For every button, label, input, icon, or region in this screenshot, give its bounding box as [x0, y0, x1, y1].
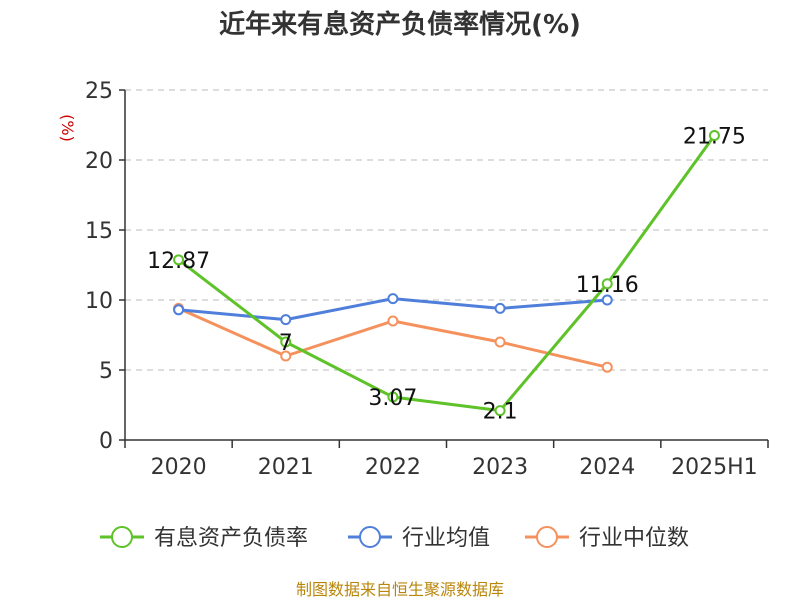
- legend: 有息资产负债率 行业均值 行业中位数: [100, 526, 689, 551]
- grid-lines: [125, 89, 768, 371]
- series-line: [177, 134, 716, 413]
- series-0: [173, 130, 720, 417]
- data-label: 11.16: [576, 273, 639, 298]
- legend-label: 行业中位数: [579, 526, 689, 551]
- data-point: [601, 361, 613, 373]
- y-tick-label: 5: [99, 359, 113, 384]
- y-tick-label: 25: [85, 79, 113, 104]
- chart-title: 近年来有息资产负债率情况(%): [219, 9, 581, 40]
- x-tick-label: 2023: [472, 455, 528, 480]
- data-label: 3.07: [368, 386, 417, 411]
- y-tick-label: 15: [85, 219, 113, 244]
- x-tick-label: 2020: [151, 455, 207, 480]
- data-point: [494, 302, 506, 314]
- data-point: [708, 130, 720, 141]
- data-label: 12.87: [147, 249, 210, 274]
- legend-label: 有息资产负债率: [154, 526, 308, 551]
- legend-label: 行业均值: [402, 526, 490, 551]
- legend-item: 行业均值: [348, 526, 490, 551]
- legend-marker: [536, 526, 558, 548]
- legend-marker: [111, 526, 133, 548]
- source-note: 制图数据来自恒生聚源数据库: [296, 580, 504, 599]
- data-point: [280, 350, 292, 362]
- data-labels: 12.87 7 3.07 2.1 11.16 21.75: [147, 125, 746, 425]
- data-point: [280, 336, 292, 348]
- x-tick-label: 2025H1: [671, 455, 758, 480]
- data-point: [387, 315, 399, 327]
- legend-item: 行业中位数: [525, 526, 689, 551]
- data-point: [173, 304, 185, 316]
- y-axis-label: (%): [58, 114, 77, 142]
- data-label: 2.1: [483, 400, 518, 425]
- data-label: 21.75: [683, 125, 746, 150]
- data-point: [601, 294, 613, 306]
- x-tick-label: 2022: [365, 455, 421, 480]
- x-tick-label: 2024: [579, 455, 635, 480]
- data-point: [280, 314, 292, 326]
- series-2: [173, 302, 613, 373]
- data-label: 7: [279, 331, 293, 356]
- y-tick-label: 10: [85, 289, 113, 314]
- data-point: [601, 278, 613, 290]
- data-point: [173, 254, 185, 266]
- legend-item: 有息资产负债率: [100, 526, 308, 551]
- y-tick-label: 20: [85, 149, 113, 174]
- data-point: [387, 293, 399, 305]
- data-point: [387, 391, 399, 403]
- axes: 0 5 10 15 20 25 2020 2021 2022 2023 2024 2025H1: [85, 79, 769, 480]
- y-tick-label: 0: [99, 429, 113, 454]
- data-point: [494, 405, 506, 417]
- x-tick-label: 2021: [258, 455, 314, 480]
- legend-marker: [359, 526, 381, 548]
- data-point: [494, 336, 506, 348]
- series-lines: [173, 130, 720, 417]
